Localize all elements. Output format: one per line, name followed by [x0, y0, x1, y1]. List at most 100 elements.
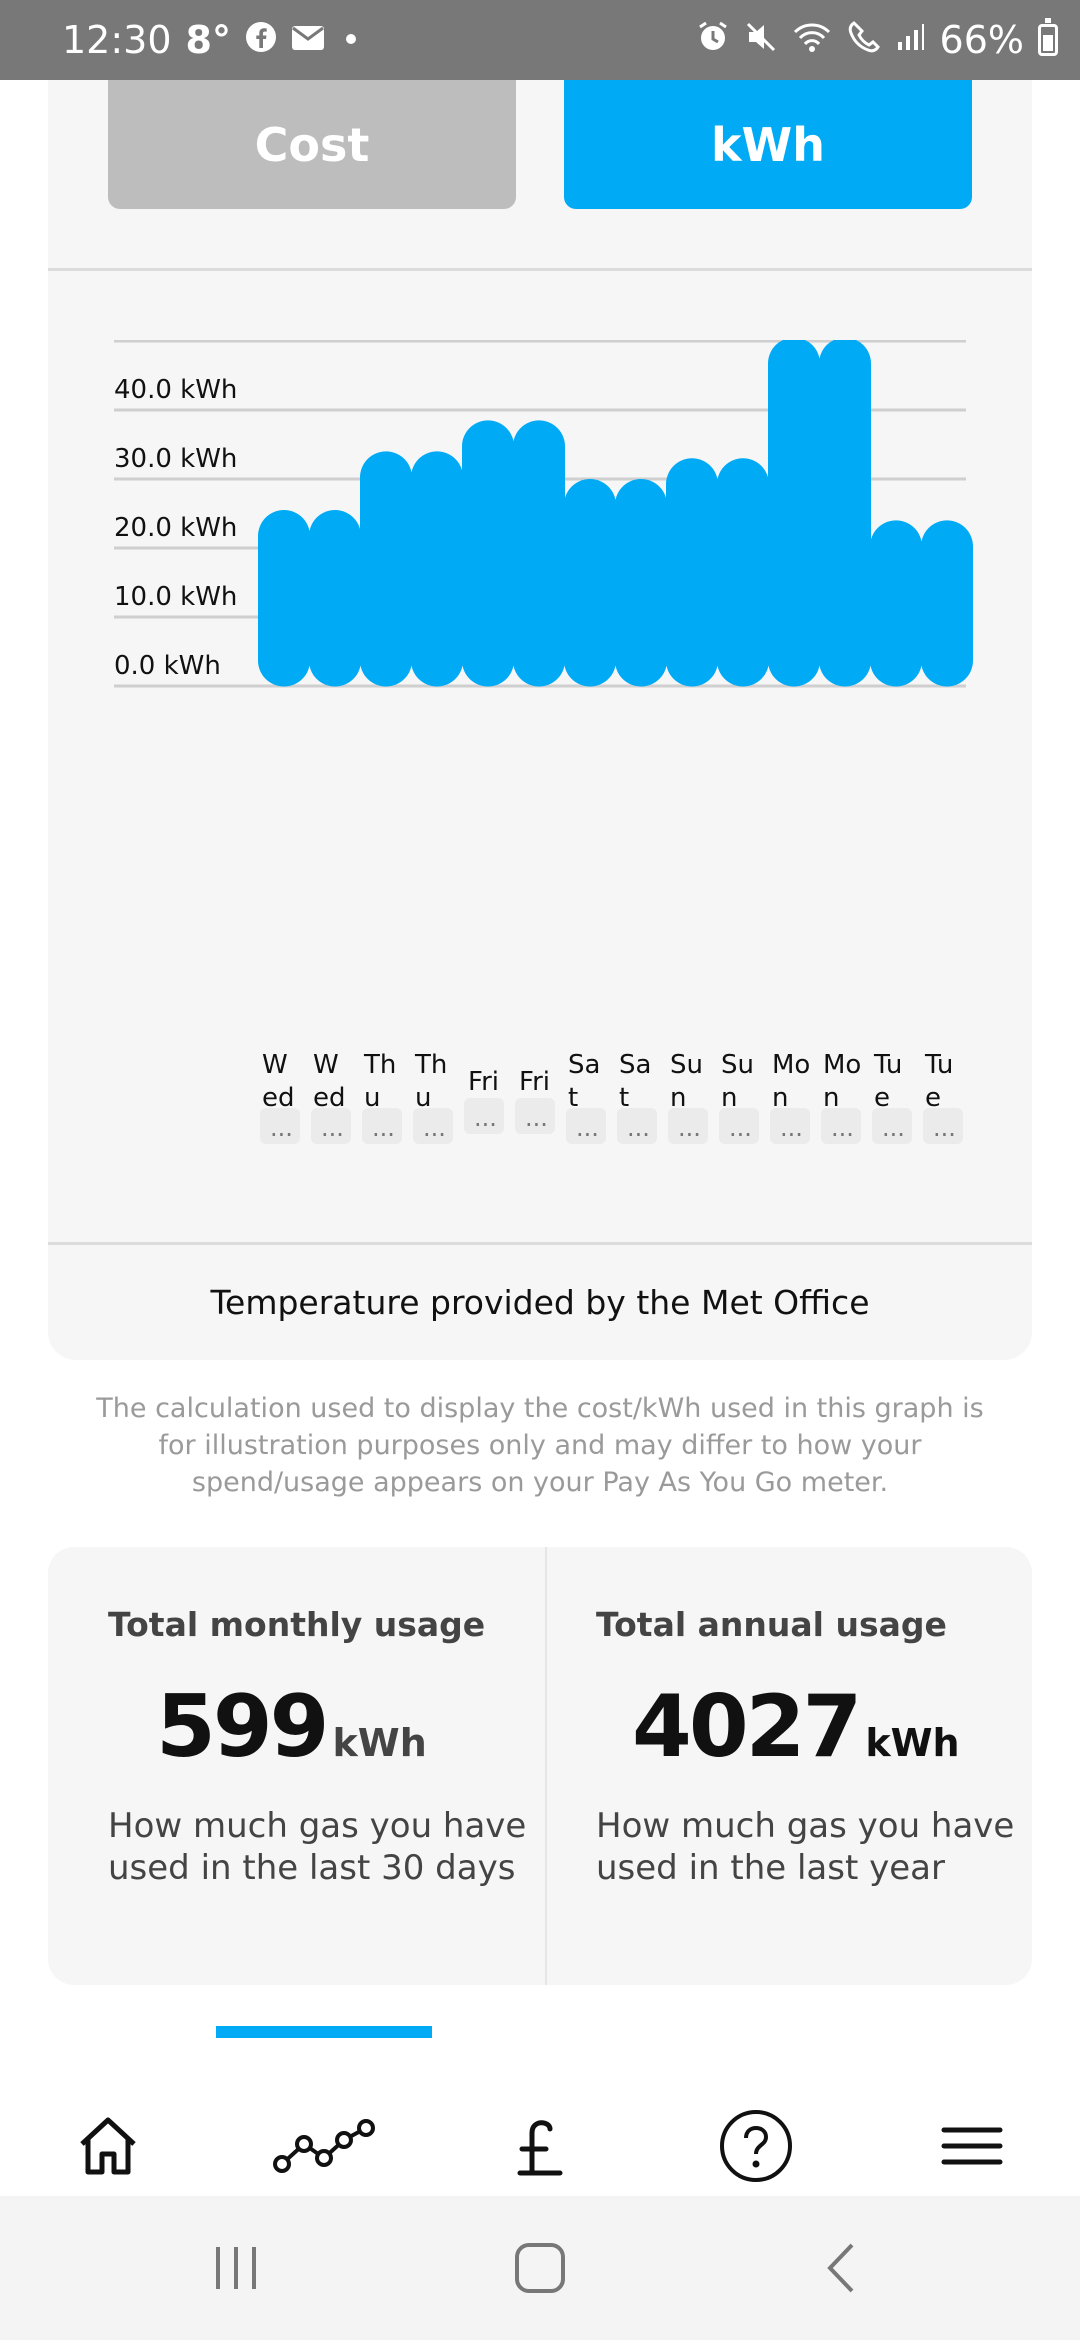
chart-bar-joiner	[458, 477, 468, 660]
usage-graph-icon[interactable]	[264, 2086, 384, 2206]
temperature-chip	[872, 1108, 912, 1144]
pound-icon[interactable]	[480, 2086, 600, 2206]
chart-bar	[666, 458, 718, 687]
temperature-value: ...	[321, 1114, 344, 1142]
x-axis-tick-label: t	[619, 1083, 629, 1113]
x-axis-tick-label: e	[925, 1083, 941, 1113]
temperature-value: ...	[372, 1114, 395, 1142]
monthly-usage-value-block: 599 kWh	[156, 1677, 427, 1777]
annual-usage-value: 4027	[632, 1677, 862, 1777]
chart-bar	[768, 340, 820, 687]
help-icon[interactable]	[696, 2086, 816, 2206]
chart-bar-joiner	[713, 484, 723, 660]
chart-bar-joiner	[866, 546, 876, 660]
chart-bar	[309, 510, 361, 687]
x-axis-tick-label: Su	[670, 1050, 703, 1080]
call-icon	[846, 20, 882, 60]
monthly-usage-description: How much gas you have used in the last 3…	[108, 1806, 527, 1888]
temperature-value: ...	[831, 1114, 854, 1142]
chart-bar	[615, 479, 667, 687]
temperature-chip	[311, 1108, 351, 1144]
cost-toggle-button[interactable]: Cost	[108, 80, 516, 209]
menu-icon[interactable]	[912, 2086, 1032, 2206]
monthly-usage-unit: kWh	[332, 1721, 427, 1765]
chart-bar	[360, 451, 412, 687]
mute-icon	[744, 20, 778, 60]
x-axis-tick-label: u	[415, 1083, 431, 1113]
temperature-chip	[668, 1108, 708, 1144]
temperature-chip	[821, 1108, 861, 1144]
back-icon[interactable]	[802, 2238, 882, 2298]
home-icon[interactable]	[48, 2086, 168, 2206]
x-axis-tick-label: W	[313, 1050, 339, 1080]
y-axis-tick-label: 20.0 kWh	[114, 513, 237, 543]
chart-bar-joiner	[356, 536, 366, 660]
x-axis-tick-label: t	[568, 1083, 578, 1113]
temperature-value: ...	[882, 1114, 905, 1142]
temperature-chip	[464, 1098, 504, 1134]
temperature-chip	[515, 1098, 555, 1134]
disclaimer-text: The calculation used to display the cost…	[96, 1393, 984, 1498]
x-axis-tick-label: Mo	[823, 1050, 861, 1080]
bottom-navigation	[0, 2026, 1080, 2196]
x-axis-tick-label: Su	[721, 1050, 754, 1080]
temperature-value: ...	[729, 1114, 752, 1142]
chart-bar-joiner	[407, 477, 417, 660]
met-office-credit: Temperature provided by the Met Office	[210, 1282, 870, 1322]
x-axis-tick-label: u	[364, 1083, 380, 1113]
temperature-value: ...	[627, 1114, 650, 1142]
monthly-usage-value: 599	[156, 1677, 330, 1777]
battery-icon	[1038, 18, 1058, 56]
chart-bar-joiner	[305, 536, 315, 660]
chart-bar-joiner	[509, 446, 519, 660]
chart-bar-joiner	[611, 505, 621, 660]
x-axis-tick-label: W	[262, 1050, 288, 1080]
x-axis-tick-label: n	[823, 1083, 839, 1113]
chart-bar-joiner	[815, 363, 825, 660]
chart-bar	[564, 479, 616, 687]
temperature-chip	[617, 1108, 657, 1144]
temperature-chip	[260, 1108, 300, 1144]
x-axis-tick-label: Sa	[619, 1050, 651, 1080]
x-axis-tick-label: Th	[414, 1050, 447, 1080]
y-axis-tick-label: 0.0 kWh	[114, 651, 221, 681]
x-axis-tick-label: n	[721, 1083, 737, 1113]
y-axis-tick-label: 30.0 kWh	[114, 444, 237, 474]
temperature-value: ...	[525, 1104, 548, 1132]
chart-bar	[819, 340, 871, 687]
chart-bar-joiner	[662, 505, 672, 660]
temperature-chip	[719, 1108, 759, 1144]
x-axis-tick-label: Mo	[772, 1050, 810, 1080]
x-axis-tick-label: Th	[363, 1050, 396, 1080]
chart-bar	[717, 458, 769, 687]
recents-icon[interactable]	[196, 2238, 276, 2298]
x-axis-tick-label: Fri	[519, 1067, 550, 1097]
usage-chart-card	[48, 80, 1032, 1360]
temperature-value: ...	[780, 1114, 803, 1142]
home-button-icon[interactable]	[500, 2238, 580, 2298]
chart-bar	[411, 451, 463, 687]
chart-bar	[462, 420, 514, 687]
x-axis-tick-label: e	[874, 1083, 890, 1113]
chart-bar	[513, 420, 565, 687]
annual-usage-title: Total annual usage	[596, 1605, 947, 1644]
alarm-icon	[696, 20, 730, 60]
divider	[545, 1547, 547, 1985]
annual-usage-description: How much gas you have used in the last y…	[596, 1806, 1015, 1888]
status-bar: 12:30 8° 66%	[0, 0, 1080, 80]
status-time: 12:30	[62, 18, 172, 62]
monthly-usage-panel: Total monthly usage 599 kWh How much gas …	[108, 1547, 588, 1985]
temperature-chip	[362, 1108, 402, 1144]
battery-percent: 66%	[939, 18, 1024, 62]
active-tab-indicator	[216, 2026, 432, 2038]
kwh-toggle-button[interactable]: kWh	[564, 80, 972, 209]
status-temperature: 8°	[185, 18, 231, 62]
annual-usage-panel: Total annual usage 4027 kWh How much gas …	[596, 1547, 1076, 1985]
chart-bar-joiner	[764, 484, 774, 660]
temperature-value: ...	[678, 1114, 701, 1142]
chart-bar-joiner	[917, 546, 927, 660]
temperature-value: ...	[933, 1114, 956, 1142]
annual-usage-unit: kWh	[865, 1721, 960, 1765]
annual-usage-value-block: 4027 kWh	[632, 1677, 960, 1777]
